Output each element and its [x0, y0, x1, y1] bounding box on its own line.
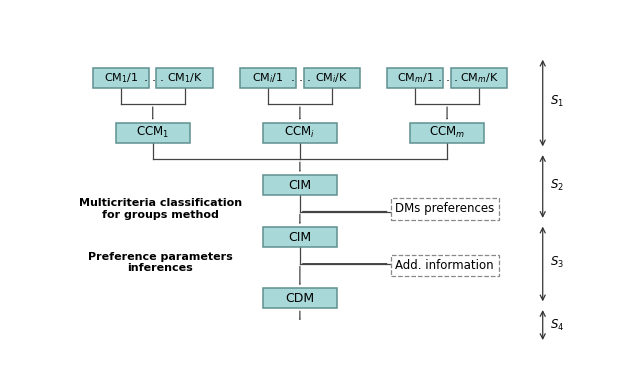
Text: Multicriteria classification
for groups method: Multicriteria classification for groups …: [78, 198, 242, 220]
Text: DMs preferences: DMs preferences: [395, 202, 494, 215]
FancyBboxPatch shape: [116, 123, 189, 143]
Text: . . .: . . .: [438, 71, 458, 84]
FancyBboxPatch shape: [263, 175, 337, 195]
Text: CM$_i$/1: CM$_i$/1: [252, 71, 284, 85]
Text: CCM$_m$: CCM$_m$: [429, 125, 465, 140]
Text: CCM$_i$: CCM$_i$: [284, 125, 315, 140]
FancyBboxPatch shape: [263, 227, 337, 247]
Text: Preference parameters
inferences: Preference parameters inferences: [88, 252, 232, 273]
Text: CM$_1$/1: CM$_1$/1: [104, 71, 138, 85]
FancyBboxPatch shape: [391, 198, 499, 219]
FancyBboxPatch shape: [263, 123, 337, 143]
Text: CM$_m$/K: CM$_m$/K: [460, 71, 498, 85]
Text: S$_2$: S$_2$: [550, 178, 564, 194]
FancyBboxPatch shape: [391, 255, 499, 276]
Text: CIM: CIM: [288, 178, 311, 192]
Text: CIM: CIM: [288, 231, 311, 244]
Text: . . .: . . .: [144, 71, 164, 84]
Text: S$_4$: S$_4$: [550, 317, 565, 332]
FancyBboxPatch shape: [156, 68, 213, 88]
FancyBboxPatch shape: [304, 68, 360, 88]
FancyBboxPatch shape: [387, 68, 443, 88]
Text: . . .: . . .: [291, 71, 311, 84]
Text: CM$_m$/1: CM$_m$/1: [397, 71, 434, 85]
FancyBboxPatch shape: [92, 68, 149, 88]
FancyBboxPatch shape: [451, 68, 507, 88]
Text: CCM$_1$: CCM$_1$: [136, 125, 169, 140]
FancyBboxPatch shape: [240, 68, 296, 88]
Text: CDM: CDM: [285, 292, 315, 305]
Text: CM$_i$/K: CM$_i$/K: [315, 71, 348, 85]
Text: Add. information: Add. information: [395, 259, 494, 272]
FancyBboxPatch shape: [410, 123, 484, 143]
Text: CM$_1$/K: CM$_1$/K: [166, 71, 203, 85]
Text: S$_3$: S$_3$: [550, 255, 564, 270]
FancyBboxPatch shape: [263, 288, 337, 308]
Text: S$_1$: S$_1$: [550, 94, 564, 109]
